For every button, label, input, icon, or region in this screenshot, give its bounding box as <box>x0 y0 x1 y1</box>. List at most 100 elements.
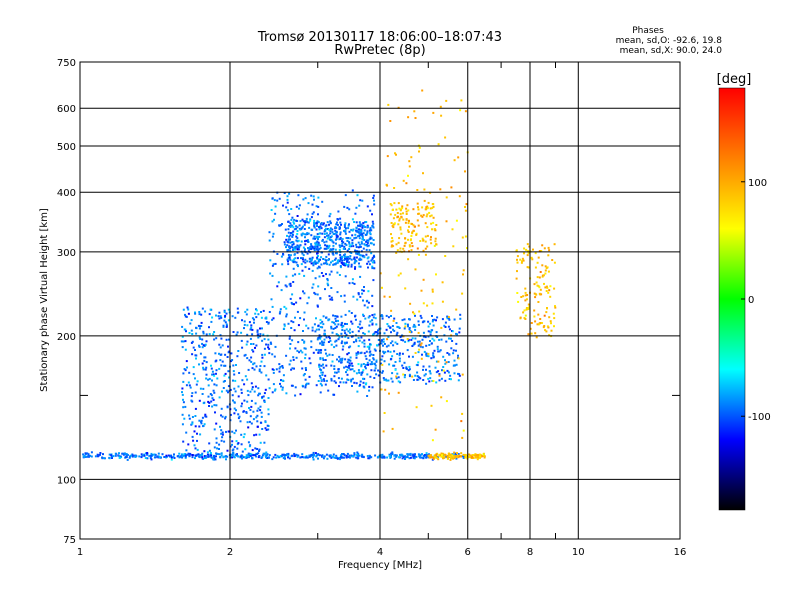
data-point <box>339 233 342 236</box>
data-point <box>289 359 292 362</box>
data-point <box>392 217 395 220</box>
data-point <box>289 238 291 241</box>
data-point <box>322 343 325 346</box>
data-point <box>304 197 307 200</box>
data-point <box>318 247 321 250</box>
data-point <box>338 274 341 276</box>
data-point <box>288 225 291 227</box>
data-point <box>535 336 538 339</box>
data-point <box>429 331 432 333</box>
data-point <box>363 333 366 335</box>
data-point <box>198 345 201 348</box>
data-point <box>349 328 351 331</box>
data-point <box>272 383 275 386</box>
data-point <box>181 346 184 349</box>
data-point <box>441 369 443 372</box>
data-point <box>347 224 350 227</box>
data-point <box>371 261 374 264</box>
data-point <box>202 366 205 369</box>
data-point <box>462 273 464 276</box>
data-point <box>344 262 347 265</box>
data-point <box>298 224 301 227</box>
data-point <box>210 367 213 370</box>
data-point <box>202 332 205 335</box>
data-point <box>203 455 206 457</box>
data-point <box>391 453 394 456</box>
data-point <box>265 451 268 454</box>
data-point <box>445 361 448 364</box>
data-point <box>212 389 215 392</box>
data-point <box>231 443 233 446</box>
data-point <box>198 455 200 458</box>
data-point <box>545 330 548 333</box>
data-point <box>528 245 531 248</box>
data-point <box>293 455 296 458</box>
data-point <box>279 224 282 227</box>
data-point <box>321 455 324 458</box>
data-point <box>342 456 345 459</box>
data-point <box>236 447 239 450</box>
data-point <box>371 314 374 317</box>
data-point <box>396 212 399 214</box>
data-point <box>250 356 253 359</box>
data-point <box>189 386 192 389</box>
data-point <box>428 322 431 325</box>
data-point <box>355 229 357 232</box>
data-point <box>283 324 286 327</box>
data-point <box>402 456 405 459</box>
data-point <box>226 405 229 408</box>
data-point <box>347 237 350 239</box>
data-point <box>402 367 405 369</box>
data-point <box>292 281 295 283</box>
data-point <box>223 380 226 382</box>
data-point <box>299 297 302 300</box>
data-point <box>522 311 525 314</box>
data-point <box>447 317 450 320</box>
data-point <box>279 308 282 311</box>
data-point <box>272 371 275 374</box>
data-point <box>425 206 428 209</box>
data-point <box>282 457 285 460</box>
data-point <box>414 225 416 228</box>
data-point <box>291 233 294 236</box>
data-point <box>288 337 291 340</box>
data-point <box>372 358 375 361</box>
data-point <box>527 251 530 254</box>
y-tick-label: 600 <box>57 104 76 115</box>
data-point <box>525 307 528 309</box>
data-point <box>334 229 337 232</box>
data-point <box>372 357 375 360</box>
data-point <box>424 336 427 339</box>
data-point <box>277 281 280 284</box>
data-point <box>325 453 328 456</box>
data-point <box>241 346 244 349</box>
data-point <box>442 455 445 458</box>
data-point <box>433 339 436 342</box>
data-point <box>267 408 270 411</box>
data-point <box>355 243 358 246</box>
data-point <box>421 237 424 240</box>
data-point <box>343 329 346 332</box>
data-point <box>407 174 409 177</box>
data-point <box>289 282 292 285</box>
data-point <box>399 336 402 339</box>
data-point <box>353 262 356 265</box>
data-point <box>360 365 363 368</box>
data-point <box>340 295 343 298</box>
data-point <box>519 258 522 261</box>
data-point <box>374 454 377 457</box>
data-point <box>286 240 289 243</box>
data-point <box>412 453 415 456</box>
data-point <box>237 417 240 420</box>
data-point <box>320 371 323 374</box>
data-point <box>318 228 321 231</box>
data-point <box>375 359 378 362</box>
data-point <box>330 270 333 273</box>
data-point <box>369 343 371 346</box>
data-point <box>364 367 367 370</box>
data-point <box>240 443 243 446</box>
data-point <box>554 305 556 308</box>
data-point <box>371 305 374 308</box>
data-point <box>293 367 295 370</box>
data-point <box>413 457 416 460</box>
